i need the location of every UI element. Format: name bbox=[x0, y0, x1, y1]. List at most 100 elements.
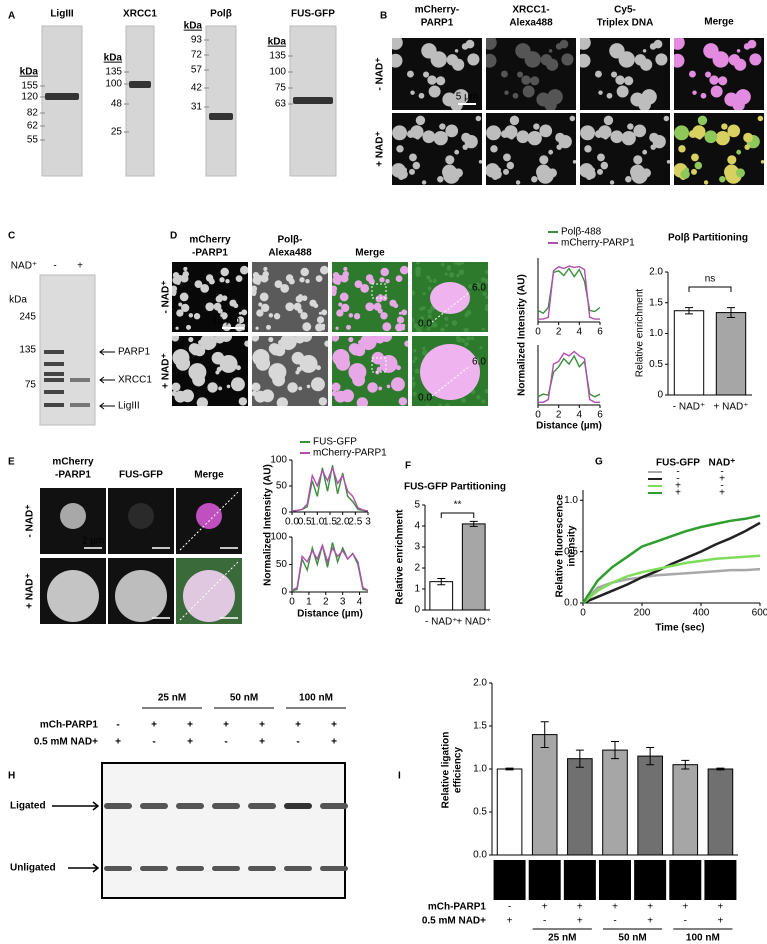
droplet bbox=[365, 274, 374, 282]
error-bar bbox=[437, 578, 446, 586]
lane-symbol: - bbox=[116, 720, 119, 731]
droplet bbox=[343, 266, 348, 272]
micrograph bbox=[392, 38, 482, 110]
droplet bbox=[616, 85, 629, 98]
series-line bbox=[582, 521, 761, 605]
droplet bbox=[342, 270, 349, 278]
droplet bbox=[238, 397, 248, 406]
droplet bbox=[316, 316, 325, 324]
micrograph bbox=[252, 336, 328, 406]
droplet bbox=[263, 266, 268, 272]
droplet bbox=[218, 386, 223, 391]
droplet bbox=[398, 169, 408, 180]
droplet bbox=[181, 303, 190, 313]
droplet bbox=[735, 168, 745, 178]
droplet bbox=[504, 125, 518, 139]
droplet bbox=[490, 145, 498, 153]
lane-symbol: - bbox=[53, 261, 56, 272]
x-tick-label: 0 bbox=[289, 597, 295, 608]
droplet bbox=[360, 336, 377, 351]
droplet bbox=[427, 309, 433, 314]
x-tick-label: 1 bbox=[306, 597, 312, 608]
series-line bbox=[291, 542, 369, 592]
droplet bbox=[539, 155, 549, 165]
droplet bbox=[186, 324, 191, 330]
droplet bbox=[301, 295, 308, 301]
droplet bbox=[422, 346, 426, 351]
droplet bbox=[410, 125, 424, 139]
y-tick-label: 5 bbox=[414, 500, 420, 511]
column-header: Cy5- bbox=[614, 5, 636, 16]
droplet bbox=[715, 130, 730, 146]
droplet bbox=[431, 322, 438, 328]
legend-label: mCherry-PARP1 bbox=[561, 238, 635, 249]
droplet bbox=[461, 397, 467, 403]
droplet bbox=[179, 292, 189, 302]
y-tick-label: 50 bbox=[276, 559, 288, 570]
significance-bracket bbox=[440, 512, 475, 518]
droplet bbox=[174, 390, 187, 403]
droplet bbox=[128, 503, 154, 529]
droplet bbox=[321, 309, 328, 316]
droplet bbox=[276, 397, 289, 406]
droplet bbox=[603, 115, 614, 126]
x-tick-label: 1.5 bbox=[323, 517, 337, 528]
y-axis-label: Normalized Intensity (AU) bbox=[517, 274, 528, 396]
droplet bbox=[572, 159, 576, 164]
droplet bbox=[736, 149, 742, 155]
droplet bbox=[586, 169, 596, 180]
droplet bbox=[410, 90, 415, 95]
droplet bbox=[299, 354, 318, 373]
bar bbox=[707, 768, 734, 856]
micrograph bbox=[580, 38, 670, 110]
droplet bbox=[396, 316, 405, 324]
x-tick-label: 6 bbox=[597, 410, 603, 421]
droplet bbox=[453, 262, 459, 265]
lane-symbol: + bbox=[187, 737, 193, 748]
micrograph-bg bbox=[580, 38, 670, 110]
chart-title: Polβ Partitioning bbox=[668, 233, 748, 244]
lane-symbol: + bbox=[577, 902, 583, 913]
row-label: - NAD⁺ bbox=[161, 280, 172, 313]
droplet bbox=[396, 145, 404, 153]
droplet bbox=[580, 125, 596, 141]
gel-lane bbox=[634, 860, 667, 900]
y-tick-label: 0 bbox=[281, 507, 287, 518]
droplet bbox=[688, 70, 696, 78]
y-tick-label: 1.5 bbox=[649, 297, 663, 308]
droplet bbox=[466, 309, 472, 316]
profile-line bbox=[179, 561, 239, 621]
band-label: Ligated bbox=[10, 801, 46, 812]
droplet bbox=[419, 316, 425, 321]
marker-label: 100 bbox=[269, 67, 286, 78]
droplet bbox=[244, 340, 248, 347]
droplet bbox=[609, 43, 625, 59]
marker-label: 82 bbox=[27, 108, 39, 119]
droplet bbox=[634, 54, 647, 66]
y-tick-label: 2.0 bbox=[649, 267, 663, 278]
gel-lane bbox=[669, 860, 702, 900]
droplet bbox=[239, 265, 248, 275]
droplet bbox=[188, 336, 194, 343]
profile-line bbox=[431, 291, 471, 323]
panel-label: H bbox=[8, 771, 15, 782]
droplet bbox=[285, 274, 294, 282]
droplet bbox=[293, 302, 302, 311]
micrograph bbox=[172, 336, 248, 406]
droplet bbox=[425, 404, 430, 406]
droplet bbox=[380, 267, 389, 277]
droplet bbox=[252, 382, 261, 392]
droplet bbox=[625, 176, 632, 183]
droplet bbox=[378, 386, 383, 391]
panel-label: A bbox=[8, 11, 15, 22]
y-axis-label: Relative ligation bbox=[441, 732, 452, 809]
droplet bbox=[747, 39, 757, 49]
y-tick-label: 0.0 bbox=[473, 850, 487, 861]
micrograph bbox=[674, 113, 764, 185]
droplet bbox=[539, 124, 553, 138]
droplet bbox=[475, 282, 479, 286]
droplet bbox=[642, 49, 647, 53]
marker-label: 135 bbox=[269, 51, 286, 62]
droplet bbox=[482, 291, 487, 296]
droplet bbox=[555, 132, 565, 143]
